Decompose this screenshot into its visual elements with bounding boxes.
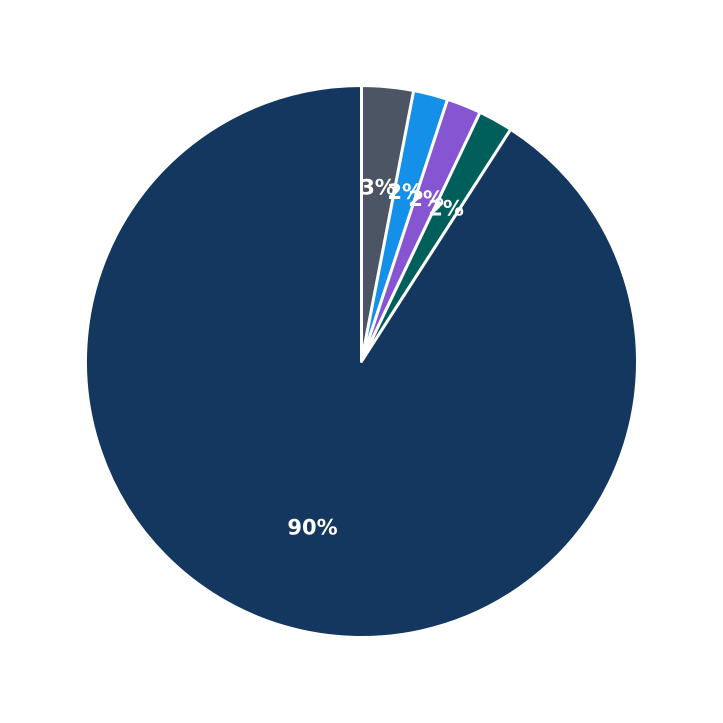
slice-label-4: 2%: [428, 197, 464, 221]
pie-slices: [84, 84, 639, 639]
slice-label-5: 90%: [287, 515, 337, 539]
pie-slice-5: [84, 84, 639, 639]
pie-labels: 3%2%2%2%90%: [287, 175, 463, 539]
slice-label-3: 2%: [408, 187, 444, 211]
slice-label-1: 3%: [360, 175, 396, 199]
slice-label-2: 2%: [387, 180, 423, 204]
